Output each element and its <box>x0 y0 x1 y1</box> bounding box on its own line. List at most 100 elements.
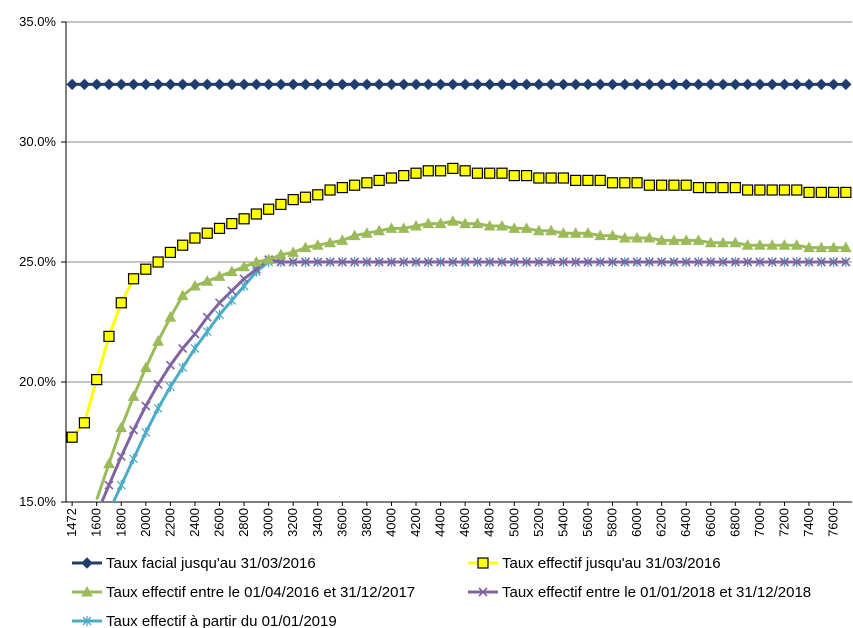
data-point <box>325 257 335 267</box>
data-point <box>434 78 447 91</box>
data-point <box>508 222 521 233</box>
data-point <box>643 78 656 91</box>
data-point <box>373 224 386 236</box>
data-point <box>766 239 779 250</box>
data-point <box>766 184 778 196</box>
x-tick-label: 3200 <box>285 508 300 537</box>
legend-marker <box>81 557 93 569</box>
data-point <box>704 236 717 248</box>
data-point <box>447 215 459 226</box>
x-tick-label: 7600 <box>826 508 841 537</box>
data-point <box>606 78 619 91</box>
data-point <box>127 273 140 285</box>
data-point <box>337 257 347 267</box>
data-point <box>755 257 765 267</box>
data-point <box>692 182 705 194</box>
data-point <box>680 78 692 91</box>
data-point <box>251 264 261 274</box>
data-point <box>239 274 249 284</box>
data-point <box>471 217 484 229</box>
y-tick-label: 35.0% <box>19 14 56 29</box>
data-point <box>829 257 839 267</box>
data-point <box>655 78 668 91</box>
data-point <box>790 239 803 250</box>
data-point <box>190 343 200 354</box>
data-point <box>262 253 275 265</box>
data-point <box>460 257 470 267</box>
data-point <box>620 257 630 267</box>
data-point <box>643 179 655 191</box>
data-point <box>459 78 471 91</box>
legend-item: Taux effectif entre le 01/04/2016 et 31/… <box>72 584 415 601</box>
data-point <box>178 343 188 353</box>
data-point <box>410 219 422 231</box>
series-3 <box>95 215 852 501</box>
x-tick-label: 4200 <box>408 508 423 537</box>
data-point <box>669 257 679 267</box>
data-point <box>741 239 754 250</box>
data-point <box>349 179 361 191</box>
data-point <box>385 78 398 91</box>
data-point <box>398 170 410 182</box>
data-point <box>693 257 704 267</box>
y-axis-ticks: 15.0% 20.0% 25.0% 30.0% 35.0% <box>19 14 66 509</box>
data-point <box>680 179 692 191</box>
data-point <box>717 182 729 194</box>
data-point <box>582 174 594 186</box>
data-point <box>483 219 496 231</box>
data-point <box>103 457 115 469</box>
data-point <box>91 374 103 386</box>
data-point <box>300 257 311 267</box>
data-point <box>361 227 373 238</box>
data-point <box>827 186 840 198</box>
x-axis-ticks: 1472 1600 1800 2000 2200 2400 2600 2800 3000 3200… <box>64 502 841 537</box>
data-point <box>423 257 433 267</box>
x-tick-label: 5800 <box>605 508 620 537</box>
data-point <box>141 401 151 411</box>
data-point <box>311 239 324 250</box>
data-point <box>361 78 373 91</box>
data-point <box>767 257 777 267</box>
data-point <box>656 179 668 191</box>
y-tick-label: 20.0% <box>19 374 56 389</box>
data-point <box>520 78 533 91</box>
x-tick-label: 5400 <box>555 508 570 537</box>
data-point <box>324 78 336 91</box>
x-tick-label: 6400 <box>678 508 693 537</box>
data-point <box>717 78 729 91</box>
data-point <box>386 257 397 267</box>
data-point <box>436 257 446 267</box>
data-point <box>226 78 238 91</box>
legend-item: Taux effectif à partir du 01/01/2019 <box>72 613 337 628</box>
x-tick-label: 1800 <box>113 508 128 537</box>
x-tick-label: 7200 <box>776 508 791 537</box>
data-point <box>250 208 262 220</box>
data-point <box>779 257 790 267</box>
data-point <box>263 203 275 215</box>
x-tick-label: 3600 <box>334 508 349 537</box>
data-point <box>250 255 263 267</box>
data-point <box>730 257 740 267</box>
data-point <box>115 78 127 91</box>
data-point <box>202 326 212 337</box>
data-point <box>176 78 189 91</box>
series-line <box>70 166 846 439</box>
series-4 <box>100 255 851 502</box>
x-tick-label: 6600 <box>703 508 718 537</box>
data-point <box>104 480 114 490</box>
legend-item: Taux facial jusqu'au 31/03/2016 <box>72 555 316 572</box>
data-point <box>569 78 582 91</box>
x-tick-label: 2800 <box>236 508 251 537</box>
data-point <box>152 256 164 268</box>
data-point <box>201 78 213 91</box>
data-point <box>397 222 410 233</box>
data-point <box>213 78 226 91</box>
data-point <box>410 78 422 91</box>
series-1 <box>66 78 852 91</box>
data-point <box>103 78 115 91</box>
data-point <box>497 257 507 267</box>
data-point <box>791 184 803 196</box>
data-point <box>434 165 447 177</box>
